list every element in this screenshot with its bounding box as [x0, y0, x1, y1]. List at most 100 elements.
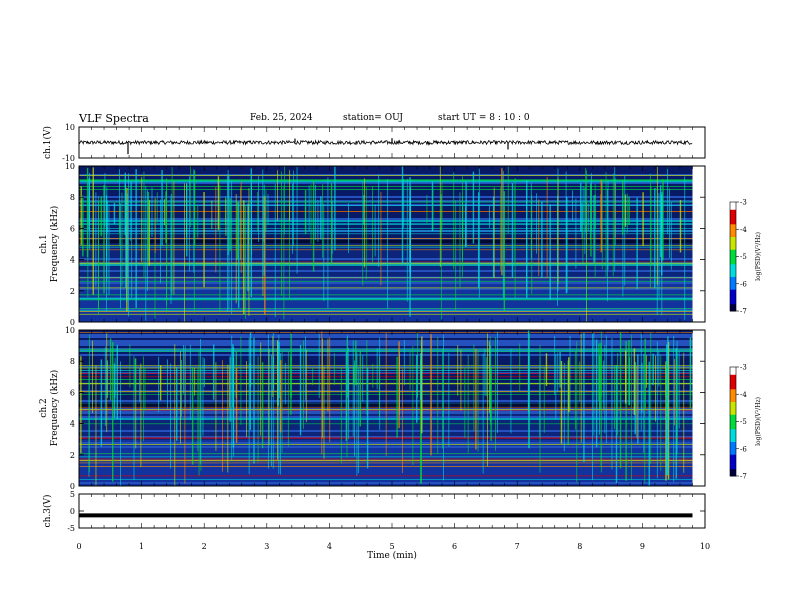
colorbar-cell	[730, 269, 736, 272]
spectrogram-band	[79, 436, 693, 438]
ch1-waveform-panel: 10 -10 ch.1(V)	[42, 123, 706, 163]
colorbar-cell	[730, 370, 736, 373]
spectrogram-band	[79, 304, 693, 306]
spectrogram-band	[79, 224, 693, 226]
spectrogram-band	[79, 414, 693, 416]
colorbar-cell	[730, 379, 736, 383]
ch2-colorbar: -3 -4 -5 -6 -7 log(PSD)(V²/Hz)	[729, 364, 762, 481]
spectrogram-band	[79, 262, 693, 264]
spectrogram-band	[79, 366, 693, 368]
spectrogram-band	[79, 206, 693, 208]
spectrogram-band	[79, 312, 693, 314]
colorbar-cell	[730, 214, 736, 218]
y-tick-label: 2	[70, 451, 75, 460]
spectrogram-band	[79, 444, 693, 446]
spectrogram-band	[79, 394, 693, 396]
spectrogram-band	[79, 364, 693, 366]
spectrogram-band	[79, 282, 693, 284]
colorbar-cell	[730, 425, 736, 428]
colorbar-cell	[730, 207, 736, 210]
spectrogram-band	[79, 270, 693, 272]
spectrogram-band	[79, 234, 693, 236]
ch3-waveform-ylabel: ch.3(V)	[42, 495, 53, 528]
colorbar-cell	[730, 428, 736, 432]
spectrogram-band	[79, 426, 693, 428]
spectrogram-band	[79, 236, 693, 238]
spectrogram-band	[79, 368, 693, 370]
spectrogram-band	[79, 166, 693, 168]
spectrogram-band	[79, 402, 693, 404]
colorbar-cell	[730, 305, 736, 308]
colorbar-cell	[730, 416, 736, 419]
spectrogram-band	[79, 418, 693, 420]
y-tick-label: 0	[70, 507, 75, 516]
colorbar-cell	[730, 441, 736, 444]
spectrogram-band	[79, 172, 693, 174]
spectrogram-band	[79, 390, 693, 392]
colorbar-cell	[730, 419, 736, 422]
colorbar-cell	[730, 390, 736, 393]
colorbar-cell	[730, 452, 736, 455]
colorbar-label: log(PSD)(V²/Hz)	[755, 232, 762, 281]
spectrogram-band	[79, 434, 693, 436]
spectrogram-band	[79, 362, 693, 364]
colorbar-cell	[730, 443, 736, 446]
spectrogram-band	[79, 314, 693, 316]
y-tick-label: 6	[70, 388, 75, 397]
colorbar-cell	[730, 386, 736, 390]
spectrogram-band	[79, 216, 693, 218]
colorbar-cell	[730, 450, 736, 453]
x-axis-label: Time (min)	[367, 550, 417, 561]
colorbar-cell	[730, 278, 736, 281]
spectrogram-band	[79, 220, 693, 222]
spectrogram-band	[79, 278, 693, 280]
colorbar-cell	[730, 423, 736, 426]
spectrogram-band	[79, 474, 693, 476]
colorbar-cell	[730, 459, 736, 462]
spectrogram-band	[79, 196, 693, 198]
spectrogram-band	[79, 482, 693, 484]
colorbar-cell	[730, 272, 736, 276]
x-tick-label: 8	[577, 542, 582, 551]
spectrogram-dark-band	[79, 239, 693, 244]
colorbar-cell	[730, 434, 736, 437]
spectrogram-band	[79, 286, 693, 288]
colorbar-cell	[730, 211, 736, 214]
colorbar-cell	[730, 410, 736, 413]
spectrogram-band	[79, 472, 693, 474]
spectrogram-band	[79, 446, 693, 448]
y-tick-label: 4	[70, 256, 75, 265]
colorbar-cell	[730, 238, 736, 241]
spectrogram-band	[79, 320, 693, 322]
spectrogram-band	[79, 334, 693, 336]
y-tick-label: 8	[70, 193, 75, 202]
colorbar-cell	[730, 218, 736, 221]
spectrogram-band	[79, 284, 693, 286]
colorbar-cell	[730, 232, 736, 236]
spectrogram-band	[79, 296, 693, 298]
spectrogram-band	[79, 232, 693, 234]
x-tick-label: 0	[76, 542, 81, 551]
x-tick-label: 3	[264, 542, 269, 551]
spectrogram-band	[79, 244, 693, 246]
colorbar-cell	[730, 287, 736, 290]
colorbar-cell	[730, 225, 736, 228]
colorbar-cell	[730, 367, 736, 370]
colorbar-cell	[730, 221, 736, 225]
spectrogram-band	[79, 464, 693, 466]
colorbar-cell	[730, 456, 736, 459]
colorbar-cell	[730, 472, 736, 475]
spectrogram-band	[79, 484, 693, 486]
ch1-spectrogram-panel: 0 2 4 6 8 10 ch.1Frequency (kHz)	[39, 162, 706, 327]
colorbar-cell	[730, 368, 736, 372]
colorbar-cell	[730, 298, 736, 301]
spectrogram-band	[79, 384, 693, 386]
colorbar-cell	[730, 254, 736, 257]
colorbar-cell	[730, 430, 736, 433]
spectrogram-band	[79, 420, 693, 422]
y-tick-label: 8	[70, 357, 75, 366]
spectrogram-band	[79, 352, 693, 354]
spectrogram-band	[79, 266, 693, 268]
x-tick-label: 9	[640, 542, 645, 551]
colorbar-cell	[730, 426, 736, 430]
